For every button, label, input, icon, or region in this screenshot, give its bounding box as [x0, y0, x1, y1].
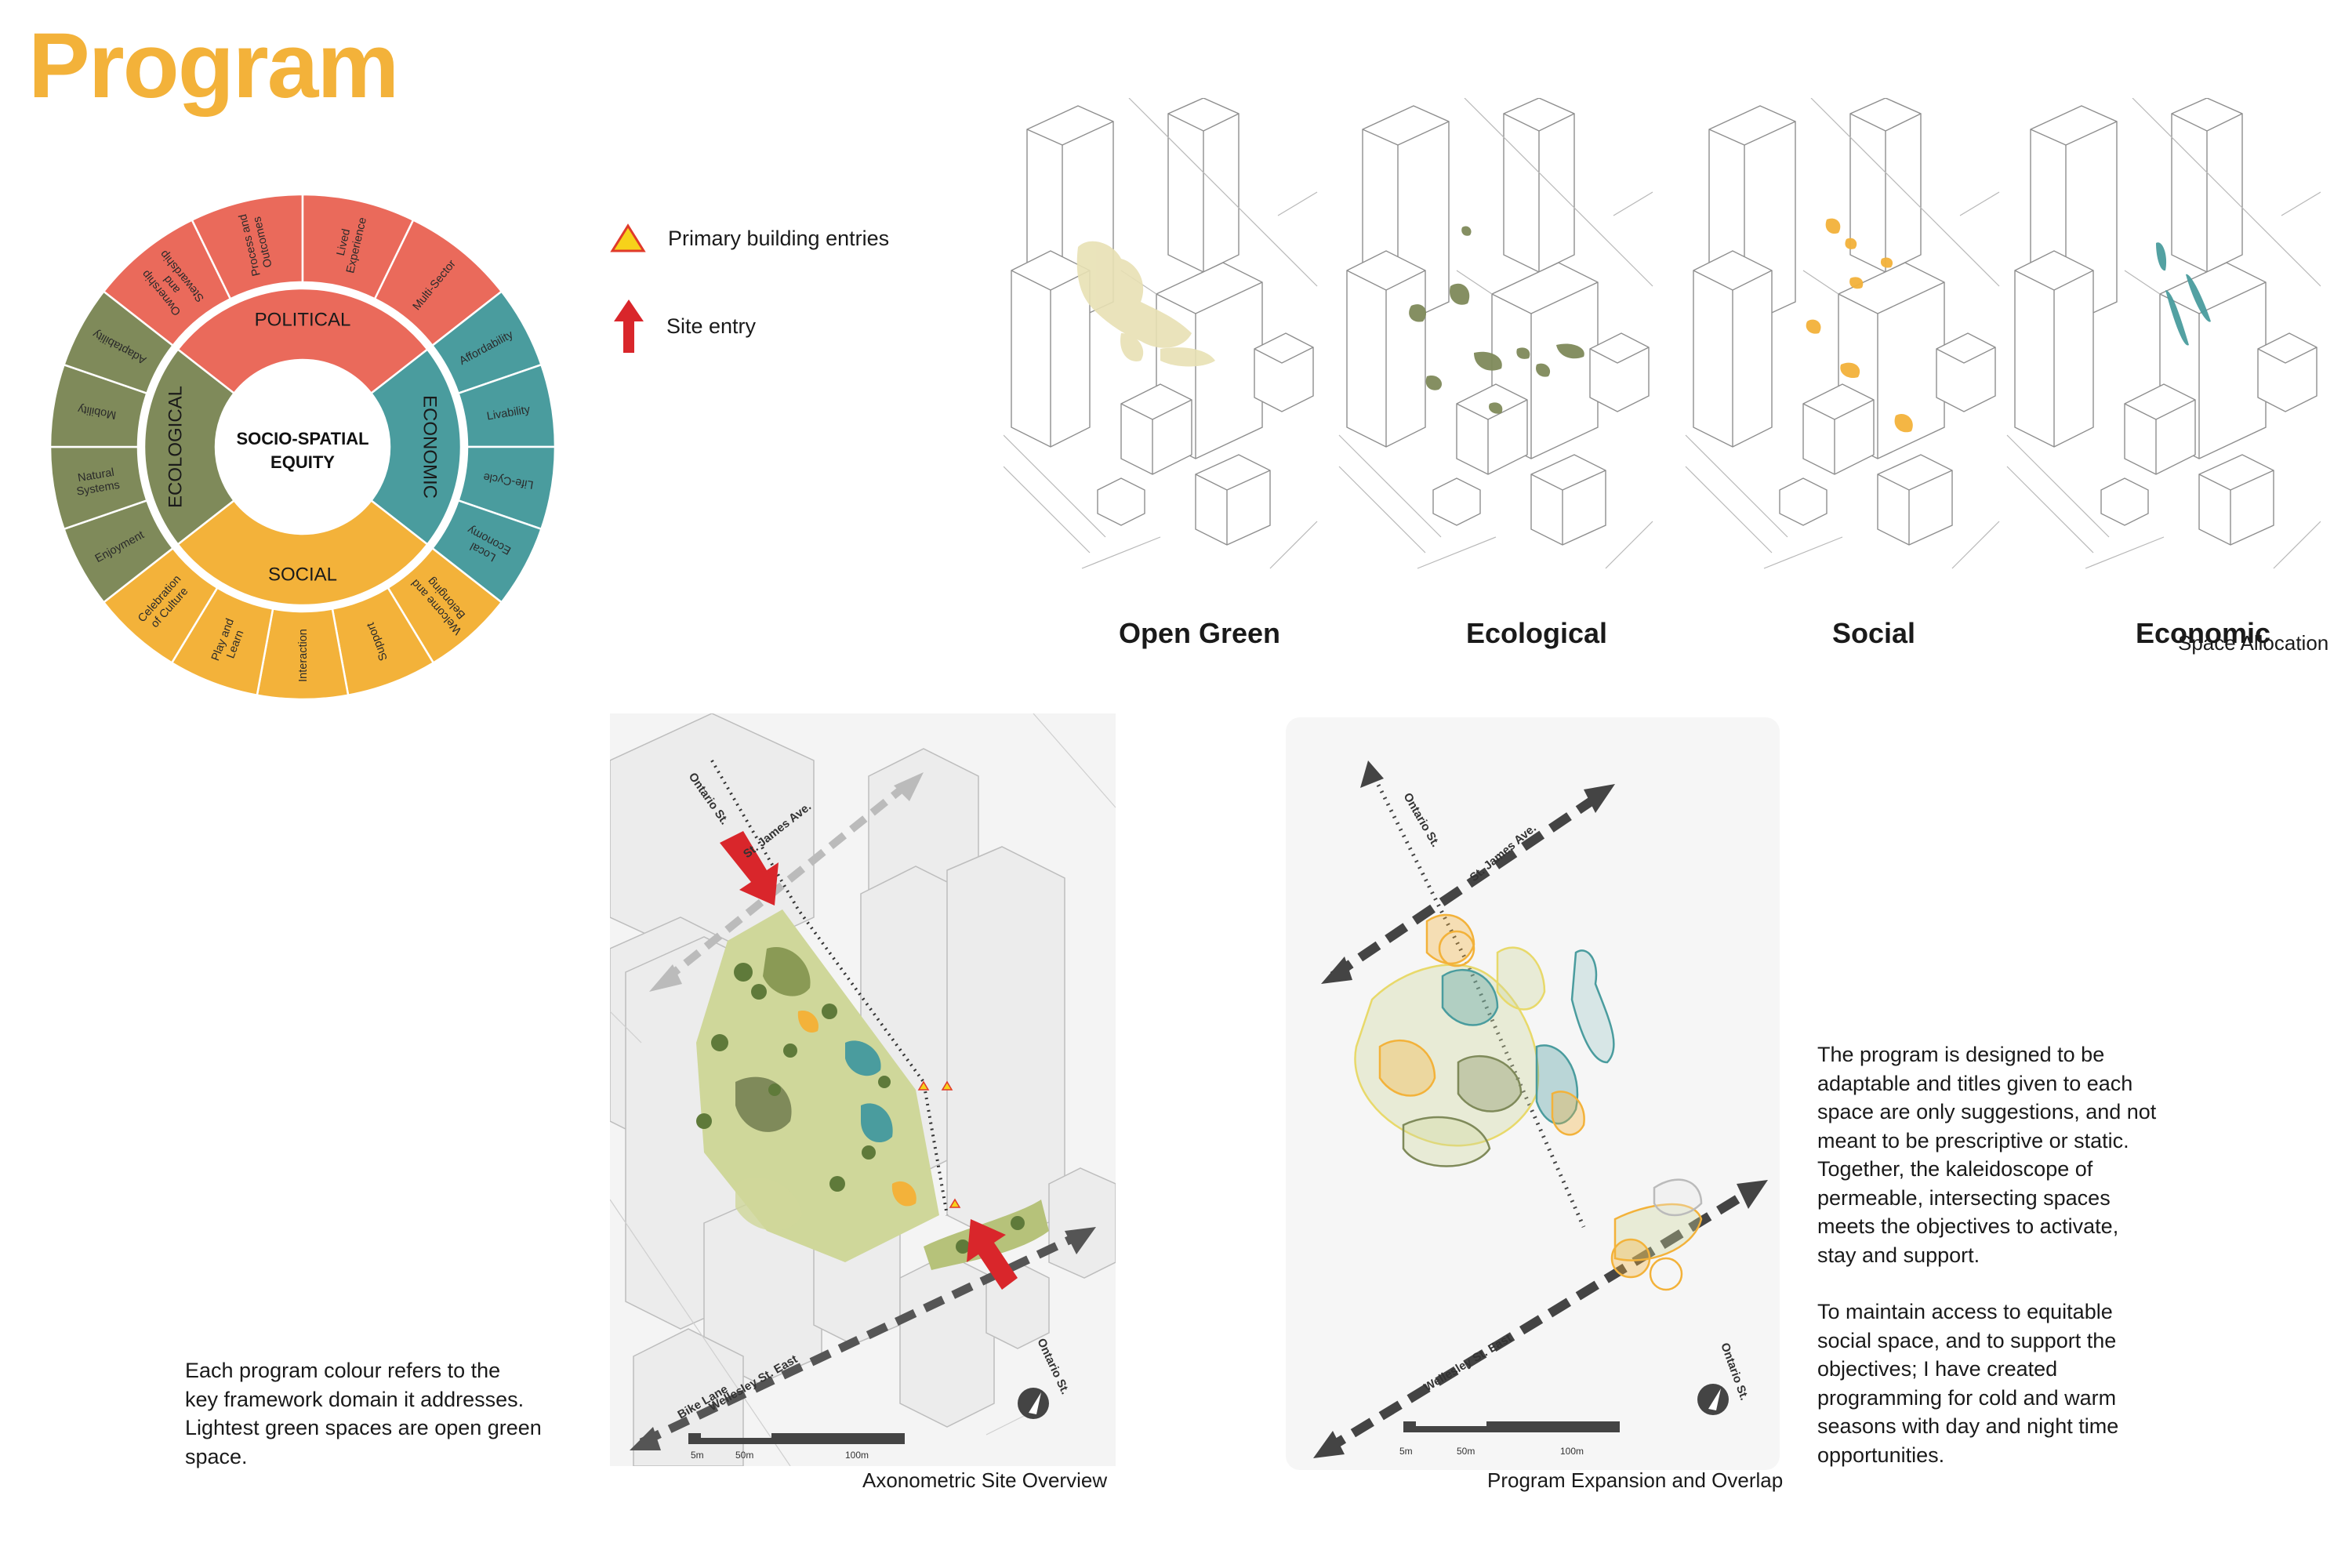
- left-paragraph-line: Each program colour refers to the: [185, 1359, 501, 1382]
- legend-site-entry-label: Site entry: [666, 314, 757, 338]
- right-paragraph-line: permeable, intersecting spaces: [1817, 1185, 2111, 1210]
- wheel-domain-label-ecological: ECOLOGICAL: [165, 386, 187, 508]
- axo-scale-100m: 100m: [845, 1450, 869, 1461]
- overlap-scale-100m: 100m: [1560, 1446, 1584, 1457]
- right-paragraph-line: stay and support.: [1817, 1243, 1980, 1267]
- wheel-domain-label-social: SOCIAL: [268, 564, 337, 586]
- axo-caption: Axonometric Site Overview: [862, 1468, 1108, 1492]
- site-entry-arrow-north: [720, 831, 779, 906]
- right-paragraph-2: To maintain access to equitable social s…: [1817, 1298, 2118, 1469]
- ecological-program: [1409, 226, 1584, 414]
- page-title: Program: [28, 14, 399, 118]
- panel-label-open-green: Open Green: [1118, 617, 1281, 649]
- left-paragraph: Each program colour refers to the key fr…: [185, 1356, 542, 1471]
- left-paragraph-line: space.: [185, 1444, 248, 1468]
- open-green-program: [1076, 241, 1215, 367]
- overlap-scale-50m: 50m: [1457, 1446, 1475, 1457]
- axo-scale-50m: 50m: [735, 1450, 753, 1461]
- right-paragraph-line: meant to be prescriptive or static.: [1817, 1128, 2129, 1152]
- north-arrow-icon: [1018, 1388, 1049, 1419]
- right-paragraph-line: meets the objectives to activate,: [1817, 1214, 2119, 1238]
- right-paragraph-1: The program is designed to be adaptable …: [1817, 1040, 2156, 1269]
- wheel-segment-label: Interaction: [297, 629, 310, 682]
- triangle-entry-icon: [610, 223, 646, 252]
- right-paragraph-line: seasons with day and night time: [1817, 1414, 2119, 1438]
- panel-label-economic: Economic: [2135, 617, 2271, 649]
- red-arrow-icon: [614, 299, 644, 353]
- overlap-st-james-arrow: [1321, 784, 1615, 984]
- left-paragraph-line: Lightest green spaces are open green: [185, 1416, 542, 1439]
- overlap-caption: Program Expansion and Overlap: [1487, 1468, 1784, 1492]
- wheel-domain-label-economic: ECONOMIC: [419, 395, 441, 499]
- legend-building-entries: Primary building entries: [610, 223, 889, 254]
- social-program: [1806, 218, 1913, 433]
- legend-building-entries-label: Primary building entries: [668, 226, 890, 250]
- program-expansion-overlap: Ontario St. St. James Ave. Wellesley St.…: [1286, 717, 1780, 1470]
- overlap-north-arrow-icon: [1697, 1384, 1729, 1415]
- right-paragraph-line: To maintain access to equitable: [1817, 1300, 2113, 1323]
- axo-scale-5m: 5m: [691, 1450, 704, 1461]
- wheel-segment-ecological: [62, 290, 175, 395]
- right-paragraph-line: social space, and to support the: [1817, 1328, 2117, 1352]
- right-paragraph-line: adaptable and titles given to each: [1817, 1071, 2133, 1095]
- economic-program: [2156, 242, 2211, 346]
- axo-scale-bar: 5m 50m 100m: [688, 1433, 905, 1461]
- right-paragraph-line: Together, the kaleidoscope of: [1817, 1157, 2093, 1181]
- wellesley-arrow: [630, 1227, 1096, 1450]
- site-entry-arrow-south: [967, 1219, 1018, 1290]
- right-paragraph-line: opportunities.: [1817, 1443, 1945, 1467]
- right-paragraph-line: space are only suggestions, and not: [1817, 1100, 2157, 1123]
- wheel-center-line-2: EQUITY: [270, 452, 335, 472]
- right-paragraph-line: programming for cold and warm: [1817, 1385, 2117, 1410]
- overlap-ontario-arrow: [1360, 760, 1586, 1229]
- right-paragraph-line: objectives; I have created: [1817, 1357, 2058, 1381]
- wheel-center-line-1: SOCIO-SPATIAL: [236, 429, 368, 448]
- panel-label-social: Social: [1831, 617, 1916, 649]
- overlap-wellesley-arrow: [1313, 1180, 1768, 1458]
- st-james-arrow: [649, 772, 924, 992]
- left-paragraph-line: key framework domain it addresses.: [185, 1387, 524, 1411]
- right-paragraph-line: The program is designed to be: [1817, 1043, 2105, 1066]
- wheel-domain-label-political: POLITICAL: [255, 310, 351, 331]
- overlap-scale-bar: 5m 50m 100m: [1399, 1421, 1620, 1457]
- legend-site-entry: Site entry: [613, 298, 756, 354]
- space-allocation-panels: [1004, 98, 2321, 576]
- axonometric-site-overview: Ontario St. St. James Ave. Wellesley St.…: [610, 713, 1116, 1466]
- overlap-scale-5m: 5m: [1399, 1446, 1413, 1457]
- panel-label-ecological: Ecological: [1465, 617, 1608, 649]
- space-allocation-caption: Space Allocation: [2178, 631, 2329, 655]
- framework-wheel: OwnershipandStewardship Process andOutcom…: [49, 193, 557, 701]
